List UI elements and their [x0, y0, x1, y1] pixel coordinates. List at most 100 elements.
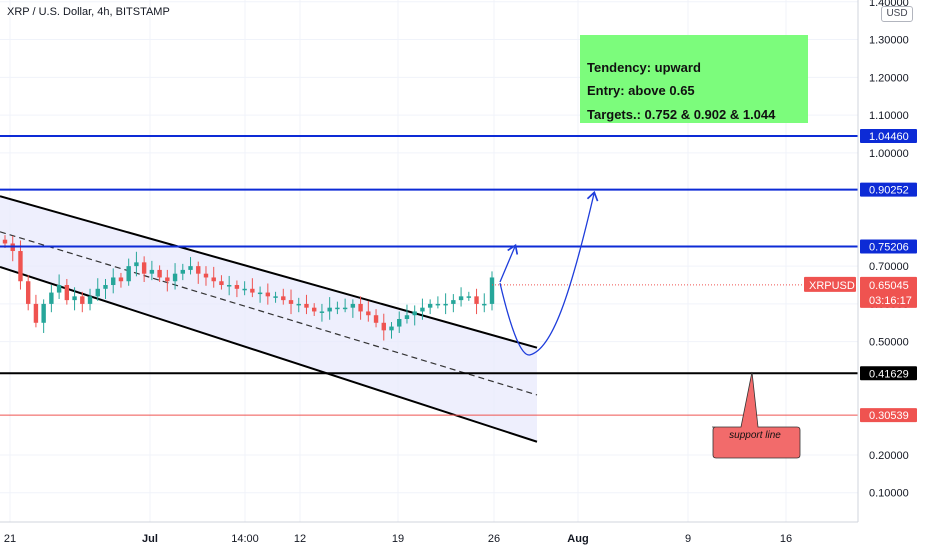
candle-body [451, 300, 456, 304]
candle-body [373, 315, 379, 323]
candle-body [103, 285, 108, 289]
candle-body [149, 269, 155, 274]
price-tick-label: 0.10000 [869, 488, 909, 500]
channel-mid-line [0, 231, 538, 396]
candle-body [242, 288, 247, 291]
candle-body [265, 292, 271, 297]
time-tick-label: 14:00 [231, 533, 259, 545]
candle-body [72, 296, 77, 301]
candle-body [134, 262, 139, 267]
candle-body [64, 285, 70, 301]
candle-body [327, 307, 332, 312]
candle-body [226, 285, 232, 287]
time-axis: 21 Jul 14:00 12 19 26 Aug 9 16 [0, 521, 858, 545]
candle-body [250, 288, 255, 293]
candle-body [427, 303, 433, 308]
callout-bubble [712, 371, 801, 459]
bar-countdown-label: 03:16:17 [869, 295, 912, 307]
price-tick-label: 0.20000 [869, 450, 909, 462]
candle-body [188, 266, 193, 270]
callout-label: support line [729, 430, 781, 441]
symbol-tag-label: XRPUSD [809, 280, 855, 292]
symbol-title[interactable]: XRP / U.S. Dollar, 4h, BITSTAMP [7, 6, 170, 18]
trade-note[interactable]: Tendency: upward Entry: above 0.65 Targe… [580, 35, 808, 123]
candle-body [304, 303, 309, 308]
candle-body [234, 285, 240, 289]
candle-body [157, 269, 162, 278]
note-tendency: Tendency: upward [587, 60, 701, 75]
candle-body [312, 307, 317, 312]
price-tick-label: 0.50000 [869, 337, 909, 349]
candle-body [172, 273, 178, 282]
candle-body [350, 303, 356, 308]
candlestick-series [2, 235, 495, 341]
candle-body [41, 303, 46, 323]
candle-body [435, 303, 441, 306]
support-line-callout [712, 371, 801, 459]
candle-body [18, 251, 23, 282]
candle-body [443, 303, 448, 306]
price-axis-bg [858, 0, 932, 522]
candle-body [95, 288, 100, 297]
candle-body [211, 277, 216, 282]
candle-body [335, 307, 340, 310]
price-tick-label: 1.20000 [869, 72, 909, 84]
candle-body [80, 296, 85, 304]
candle-body [180, 269, 185, 274]
candle-body [111, 277, 116, 286]
current-price-label: 0.65045 [869, 280, 909, 292]
candle-body [196, 266, 201, 274]
candle-body [126, 266, 131, 282]
level-price-tag [860, 408, 917, 423]
candle-body [489, 277, 495, 304]
candle-body [466, 296, 472, 298]
horizontal-levels [0, 135, 858, 416]
candle-body [412, 311, 417, 316]
candle-body [257, 292, 263, 295]
level-price-label: 0.75206 [869, 241, 909, 253]
candle-body [342, 307, 348, 310]
candle-body [118, 277, 124, 282]
candle-body [474, 296, 479, 304]
candle-body [389, 326, 394, 331]
channel-lower-line [0, 265, 538, 443]
candle-body [33, 303, 39, 323]
candle-body [56, 285, 62, 293]
time-tick-label: 9 [685, 533, 691, 545]
candle-body [288, 300, 294, 304]
candle-body [49, 292, 54, 304]
current-price-tag [860, 276, 917, 308]
level-price-tag [860, 366, 917, 381]
time-tick-label: 12 [294, 533, 306, 545]
note-targets: Targets.: 0.752 & 0.902 & 1.044 [587, 107, 776, 122]
candle-body [458, 296, 464, 301]
channel-upper-line [0, 195, 538, 349]
candle-body [366, 311, 371, 316]
descending-channel [0, 195, 538, 443]
candle-body [165, 277, 170, 282]
symbol-tag [804, 276, 856, 292]
candle-body [2, 239, 8, 244]
candle-body [203, 273, 209, 278]
level-price-label: 0.90252 [869, 185, 909, 197]
candle-body [358, 303, 363, 312]
candle-body [25, 281, 31, 304]
note-entry: Entry: above 0.65 [587, 83, 695, 98]
candle-body [397, 319, 402, 327]
candle-body [319, 311, 325, 313]
candle-body [281, 296, 286, 301]
candle-body [141, 262, 147, 274]
time-tick-label: 16 [780, 533, 792, 545]
projection-arrows [499, 190, 599, 356]
time-tick-label: 19 [392, 533, 404, 545]
level-price-tag [860, 129, 917, 143]
channel-fill [0, 196, 537, 442]
short-projection-arrow [499, 243, 519, 283]
price-tick-label: 1.00000 [869, 148, 909, 160]
candle-body [404, 315, 410, 320]
price-tick-label: 1.30000 [869, 35, 909, 47]
price-tick-label: 0.70000 [869, 261, 909, 273]
currency-button[interactable]: USD [881, 6, 913, 22]
price-axis: 1.40000 1.30000 1.20000 1.10000 1.00000 0.700… [804, 0, 932, 522]
